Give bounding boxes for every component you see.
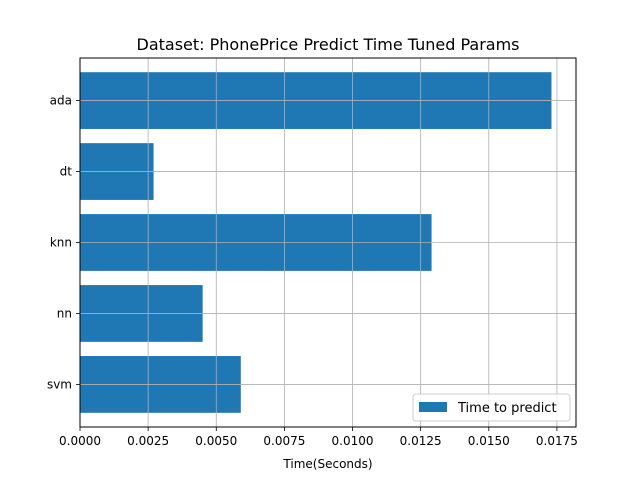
y-tick-label: nn	[57, 306, 72, 320]
legend-label: Time to predict	[457, 401, 557, 416]
legend-swatch	[419, 402, 447, 412]
x-axis-ticks: 0.0000 0.0025 0.0050 0.0075 0.0100 0.0125 0.01…	[59, 427, 578, 448]
y-tick-label: dt	[60, 165, 73, 179]
x-tick-label: 0.0100	[332, 434, 374, 448]
chart-title: Dataset: PhonePrice Predict Time Tuned P…	[137, 35, 520, 54]
legend: Time to predict	[412, 393, 571, 422]
x-tick-label: 0.0125	[400, 434, 442, 448]
x-tick-label: 0.0075	[263, 434, 305, 448]
x-tick-label: 0.0025	[127, 434, 169, 448]
legend-frame	[412, 393, 571, 422]
x-tick-label: 0.0000	[59, 434, 101, 448]
x-axis-label: Time(Seconds)	[282, 457, 372, 471]
x-tick-label: 0.0050	[195, 434, 237, 448]
y-tick-label: svm	[47, 377, 72, 391]
y-axis-ticks: ada dt knn nn svm	[47, 94, 80, 391]
grid	[79, 58, 576, 427]
x-tick-label: 0.0175	[536, 434, 578, 448]
y-tick-label: knn	[50, 236, 72, 250]
x-tick-label: 0.0150	[468, 434, 510, 448]
y-tick-label: ada	[50, 94, 72, 108]
